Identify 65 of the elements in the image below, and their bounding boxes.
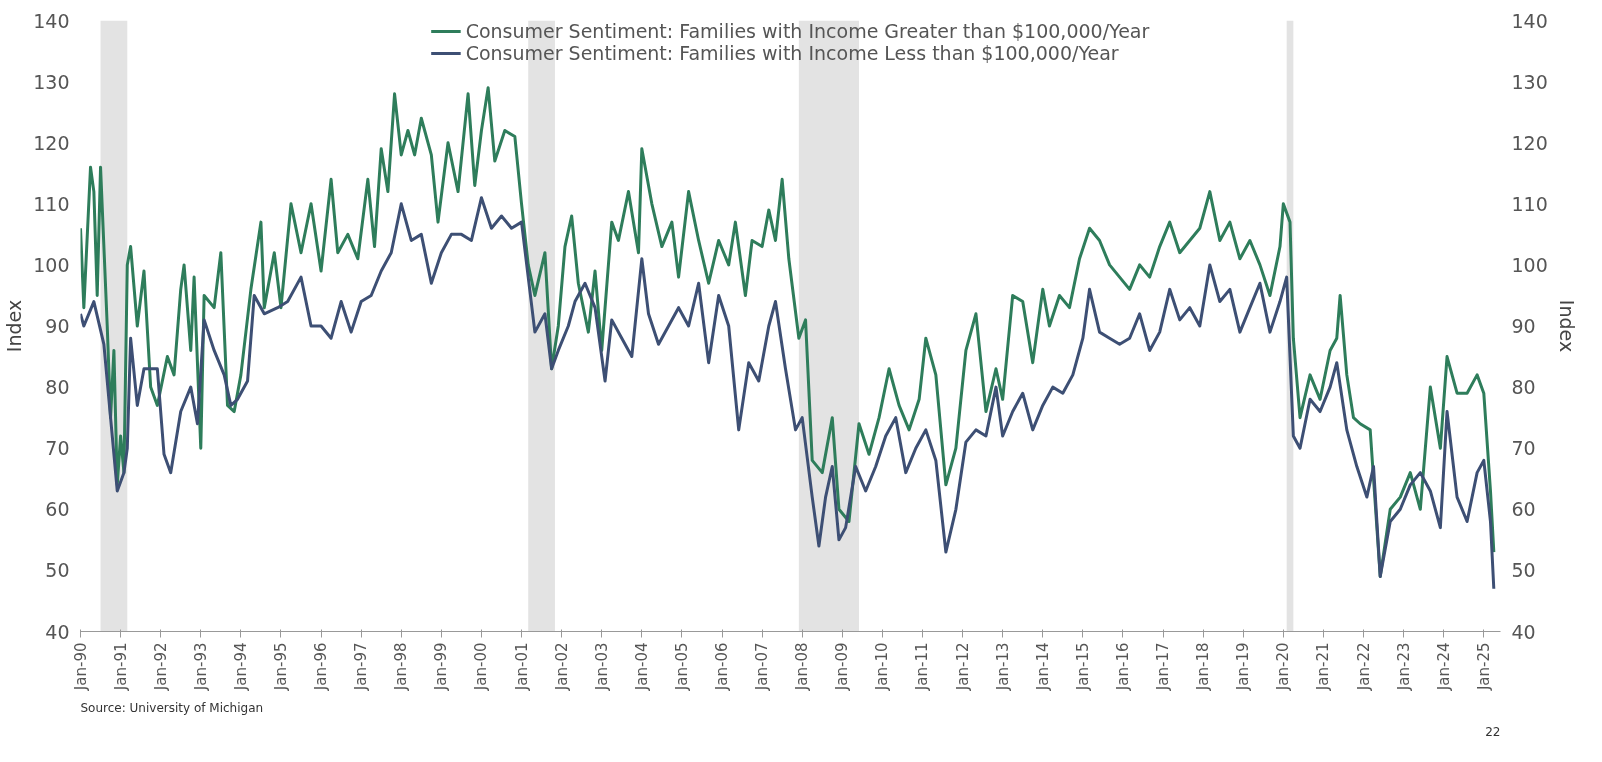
- y2-tick-label: 120: [1511, 131, 1548, 154]
- y2-tick-label: 100: [1511, 253, 1548, 276]
- x-tick-label: Jan-12: [953, 642, 972, 692]
- x-tick-label: Jan-20: [1274, 642, 1293, 692]
- y2-tick-label: 130: [1511, 70, 1548, 93]
- y2-tick-label: 60: [1511, 498, 1536, 521]
- x-tick-label: Jan-93: [191, 642, 210, 692]
- y-tick-label: 140: [33, 9, 70, 32]
- x-tick-label: Jan-16: [1113, 642, 1132, 692]
- x-tick-label: Jan-07: [753, 642, 772, 692]
- x-tick-label: Jan-11: [913, 642, 932, 692]
- y2-axis-title: Index: [1555, 299, 1578, 353]
- y-tick-label: 100: [33, 253, 70, 276]
- y-tick-label: 130: [33, 70, 70, 93]
- x-tick-label: Jan-91: [111, 642, 130, 692]
- x-tick-label: Jan-08: [793, 642, 812, 692]
- y-tick-label: 110: [33, 192, 70, 215]
- y-tick-label: 80: [45, 376, 70, 399]
- x-tick-label: Jan-03: [592, 642, 611, 692]
- x-tick-label: Jan-98: [392, 642, 411, 692]
- text: 22: [1485, 724, 1501, 739]
- x-tick-label: Jan-90: [71, 642, 90, 692]
- x-tick-label: Jan-09: [833, 642, 852, 692]
- y2-tick-label: 50: [1511, 559, 1536, 582]
- legend-label: Consumer Sentiment: Families with Income Greater than $100,000/Year: [465, 20, 1150, 42]
- x-tick-label: Jan-23: [1394, 642, 1413, 692]
- x-tick-label: Jan-10: [873, 642, 892, 692]
- x-tick-label: Jan-95: [271, 642, 290, 692]
- y-tick-label: 60: [45, 498, 70, 521]
- x-tick-label: Jan-01: [512, 642, 531, 692]
- x-tick-label: Jan-17: [1154, 642, 1173, 692]
- x-tick-label: Jan-04: [632, 642, 651, 692]
- x-tick-label: Jan-94: [231, 642, 250, 692]
- y2-tick-label: 140: [1511, 9, 1548, 32]
- x-tick-label: Jan-00: [472, 642, 491, 692]
- y2-tick-label: 70: [1511, 437, 1536, 460]
- y2-tick-label: 90: [1511, 315, 1536, 337]
- y2-tick-label: 40: [1511, 620, 1536, 643]
- x-tick-label: Jan-05: [672, 642, 691, 692]
- line-series: [80, 196, 1496, 591]
- y-tick-label: 120: [33, 131, 70, 154]
- x-tick-label: Jan-24: [1434, 642, 1453, 692]
- y-axis-title: Index: [3, 299, 26, 353]
- x-tick-label: Jan-14: [1033, 642, 1052, 692]
- y2-tick-label: 80: [1511, 376, 1536, 399]
- x-tick-label: Jan-25: [1474, 642, 1493, 692]
- y-tick-label: 90: [45, 315, 70, 337]
- x-tick-label: Jan-92: [151, 642, 170, 692]
- legend-label: Consumer Sentiment: Families with Income Less than $100,000/Year: [465, 42, 1119, 64]
- x-tick-label: Jan-02: [552, 642, 571, 692]
- x-tick-label: Jan-06: [713, 642, 732, 692]
- y-tick-label: 40: [45, 620, 70, 643]
- x-tick-label: Jan-19: [1234, 642, 1253, 692]
- x-tick-label: Jan-13: [993, 642, 1012, 692]
- y-tick-label: 50: [45, 559, 70, 582]
- x-tick-label: Jan-97: [352, 642, 371, 692]
- y-tick-label: 70: [45, 437, 70, 460]
- x-tick-label: Jan-15: [1073, 642, 1092, 692]
- source-note: Source: University of Michigan: [80, 700, 264, 715]
- y2-tick-label: 110: [1511, 192, 1548, 215]
- x-tick-label: Jan-96: [312, 642, 331, 692]
- x-tick-label: Jan-22: [1354, 642, 1373, 692]
- x-tick-label: Jan-18: [1194, 642, 1213, 692]
- x-tick-label: Jan-21: [1314, 642, 1333, 692]
- x-tick-label: Jan-99: [432, 642, 451, 692]
